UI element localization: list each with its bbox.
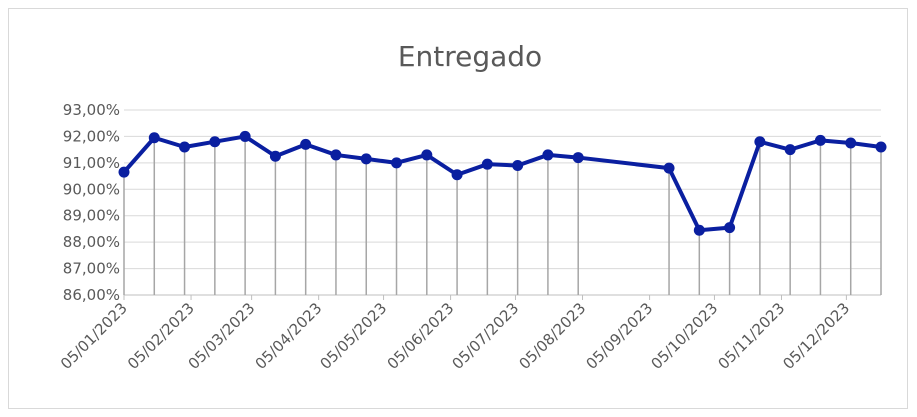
marker xyxy=(391,157,403,169)
marker xyxy=(118,166,130,178)
chart-title: Entregado xyxy=(398,40,542,73)
y-tick-label: 92,00% xyxy=(63,127,120,145)
marker xyxy=(179,141,191,153)
marker xyxy=(481,158,493,170)
marker xyxy=(754,136,766,148)
marker xyxy=(239,130,251,142)
marker xyxy=(784,144,796,156)
y-tick-label: 90,00% xyxy=(63,180,120,198)
marker xyxy=(300,138,312,150)
marker xyxy=(421,149,433,161)
marker xyxy=(360,153,372,165)
y-tick-label: 91,00% xyxy=(63,154,120,172)
marker xyxy=(451,169,463,181)
marker xyxy=(148,132,160,144)
y-tick-label: 89,00% xyxy=(63,207,120,225)
chart-frame xyxy=(8,8,908,409)
marker xyxy=(542,149,554,161)
y-tick-label: 93,00% xyxy=(63,101,120,119)
marker xyxy=(724,222,736,234)
marker xyxy=(814,134,826,146)
y-tick-label: 86,00% xyxy=(63,286,120,304)
marker xyxy=(330,149,342,161)
marker xyxy=(875,141,887,153)
y-tick-label: 87,00% xyxy=(63,260,120,278)
marker xyxy=(512,160,524,171)
marker xyxy=(663,162,675,174)
marker xyxy=(845,137,857,149)
marker xyxy=(209,136,221,148)
y-tick-label: 88,00% xyxy=(63,233,120,251)
marker xyxy=(269,150,281,162)
marker xyxy=(693,224,705,236)
marker xyxy=(572,152,584,164)
